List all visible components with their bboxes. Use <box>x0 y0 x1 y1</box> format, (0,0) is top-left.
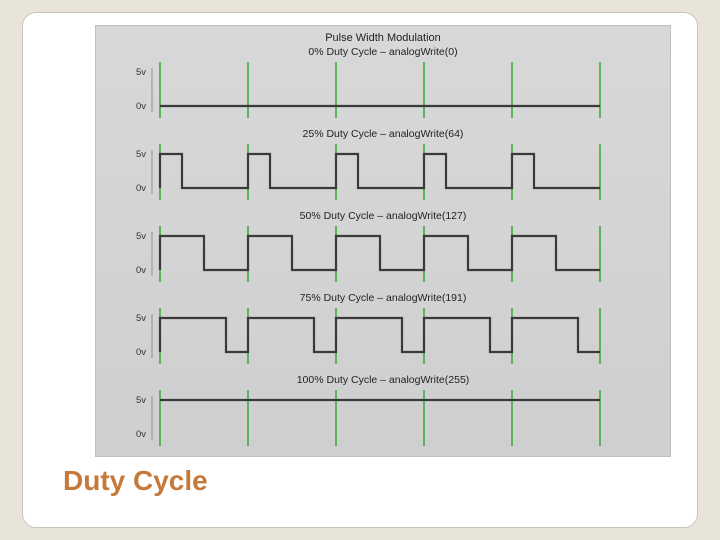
waveform-svg: 5v 0v <box>114 388 654 448</box>
waveform-rows: 0% Duty Cycle – analogWrite(0)5v0v25% Du… <box>96 46 670 452</box>
waveform-row: 50% Duty Cycle – analogWrite(127) 5v 0v <box>114 210 652 288</box>
label-0v: 0v <box>136 183 146 194</box>
waveform-path <box>160 154 600 188</box>
row-label: 0% Duty Cycle – analogWrite(0) <box>114 46 652 60</box>
waveform-svg: 5v 0v <box>114 60 654 120</box>
label-5v: 5v <box>136 67 146 78</box>
row-label: 25% Duty Cycle – analogWrite(64) <box>114 128 652 142</box>
waveform-path <box>160 318 600 352</box>
row-label: 50% Duty Cycle – analogWrite(127) <box>114 210 652 224</box>
slide-caption: Duty Cycle <box>63 465 208 497</box>
waveform-row: 0% Duty Cycle – analogWrite(0) 5v 0v <box>114 46 652 124</box>
pwm-diagram-panel: Pulse Width Modulation 0% Duty Cycle – a… <box>95 25 671 457</box>
waveform-svg: 5v 0v <box>114 306 654 366</box>
label-5v: 5v <box>136 231 146 242</box>
waveform-svg: 5v 0v <box>114 224 654 284</box>
waveform-path <box>160 236 600 270</box>
diagram-title: Pulse Width Modulation <box>96 26 670 46</box>
waveform-row: 25% Duty Cycle – analogWrite(64) 5v 0v <box>114 128 652 206</box>
label-0v: 0v <box>136 265 146 276</box>
row-label: 75% Duty Cycle – analogWrite(191) <box>114 292 652 306</box>
label-5v: 5v <box>136 149 146 160</box>
waveform-svg: 5v 0v <box>114 142 654 202</box>
waveform-row: 100% Duty Cycle – analogWrite(255) 5v 0v <box>114 374 652 452</box>
slide-frame: Pulse Width Modulation 0% Duty Cycle – a… <box>22 12 698 528</box>
label-0v: 0v <box>136 101 146 112</box>
label-0v: 0v <box>136 347 146 358</box>
label-5v: 5v <box>136 313 146 324</box>
label-5v: 5v <box>136 395 146 406</box>
waveform-row: 75% Duty Cycle – analogWrite(191) 5v 0v <box>114 292 652 370</box>
label-0v: 0v <box>136 429 146 440</box>
row-label: 100% Duty Cycle – analogWrite(255) <box>114 374 652 388</box>
